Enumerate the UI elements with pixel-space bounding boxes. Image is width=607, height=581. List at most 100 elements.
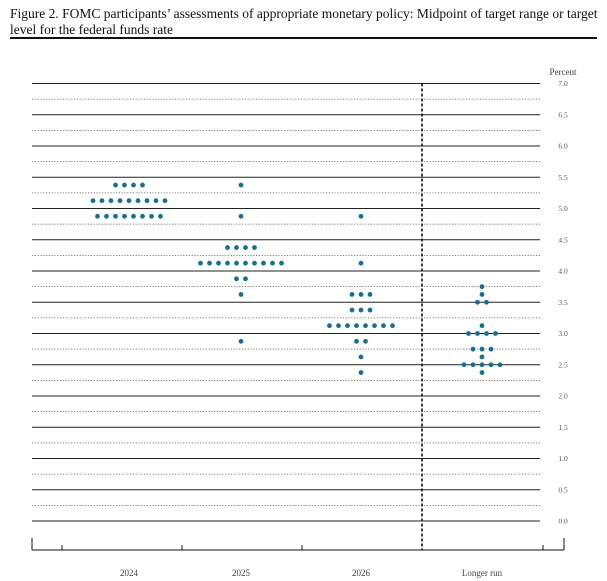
participant-dot: [349, 292, 355, 297]
participant-dot: [126, 198, 132, 204]
y-tick-label: 4.5: [558, 235, 568, 244]
participant-dot: [475, 299, 480, 305]
participant-dot: [238, 292, 244, 297]
participant-dot: [279, 260, 284, 266]
x-category-label: Longer run: [462, 568, 503, 578]
participant-dot: [479, 346, 485, 352]
participant-dot: [95, 213, 100, 219]
participant-dot: [225, 260, 230, 266]
participant-dot: [207, 260, 212, 266]
participant-dot: [466, 331, 471, 336]
figure-caption: Figure 2. FOMC participants’ assessments…: [10, 6, 598, 37]
participant-dot: [358, 260, 364, 266]
participant-dot: [461, 362, 467, 368]
participant-dot: [479, 370, 485, 375]
participant-dot: [113, 213, 118, 219]
participant-dot: [108, 198, 114, 204]
participant-dot: [390, 323, 395, 329]
y-tick-label: 1.5: [558, 423, 568, 432]
y-tick-label: 5.5: [558, 173, 568, 182]
x-category-label: 2026: [352, 568, 371, 578]
participant-dot: [144, 198, 150, 204]
participant-dot: [243, 276, 248, 282]
participant-dot: [484, 299, 489, 305]
participant-dot: [270, 260, 275, 266]
participant-dot: [131, 182, 136, 188]
participant-dot: [162, 198, 168, 204]
participant-dot: [158, 213, 163, 219]
participant-dot: [216, 260, 221, 266]
participant-dot: [349, 307, 355, 313]
participant-dot: [363, 323, 368, 329]
y-tick-label: 6.0: [558, 142, 568, 151]
participant-dot: [479, 292, 485, 297]
y-tick-label: 7.0: [558, 79, 568, 88]
participant-dot: [354, 323, 359, 329]
participant-dot: [99, 198, 105, 204]
y-tick-label: 5.0: [558, 204, 568, 213]
participant-dot: [234, 276, 239, 282]
y-tick-label: 2.0: [558, 392, 568, 401]
y-tick-label: 6.5: [558, 110, 568, 119]
y-tick-label: 4.0: [558, 267, 568, 276]
participant-dot: [488, 362, 494, 368]
participant-dot: [252, 245, 257, 250]
participant-dot: [327, 323, 332, 329]
y-axis-unit-label: Percent: [550, 67, 577, 77]
participant-dot: [470, 362, 476, 368]
participant-dot: [238, 338, 244, 344]
participant-dot: [367, 307, 373, 313]
participant-dot: [381, 323, 386, 329]
participant-dot: [470, 346, 476, 352]
participant-dot: [131, 213, 136, 219]
participant-dot: [367, 292, 373, 297]
participant-dot: [358, 292, 364, 297]
participant-dot: [104, 213, 109, 219]
participant-dot: [243, 245, 248, 250]
participant-dot: [497, 362, 503, 368]
participant-dot: [336, 323, 341, 329]
participant-dot: [479, 354, 485, 360]
participant-dot: [90, 198, 96, 204]
participant-dot: [225, 245, 230, 250]
participant-dot: [372, 323, 377, 329]
participant-dot: [122, 182, 127, 188]
participant-dot: [363, 338, 368, 344]
participant-dot: [488, 346, 494, 352]
y-tick-label: 2.5: [558, 360, 568, 369]
participant-dot: [358, 213, 364, 219]
x-category-label: 2025: [232, 568, 251, 578]
participant-dot: [358, 307, 364, 313]
participant-dot: [484, 331, 489, 336]
participant-dot: [243, 260, 248, 266]
participant-dot: [261, 260, 266, 266]
participant-dot: [358, 370, 364, 375]
participant-dot: [140, 213, 145, 219]
participant-dot: [234, 260, 239, 266]
participant-dot: [252, 260, 257, 266]
participant-dot: [122, 213, 127, 219]
participant-dot: [493, 331, 498, 336]
participant-dot: [234, 245, 239, 250]
participant-dot: [479, 323, 485, 329]
participant-dot: [238, 182, 244, 188]
y-tick-label: 0.5: [558, 485, 568, 494]
y-tick-label: 1.0: [558, 454, 568, 463]
participant-dot: [475, 331, 480, 336]
y-tick-label: 3.5: [558, 298, 568, 307]
participant-dot: [153, 198, 159, 204]
participant-dot: [479, 362, 485, 368]
participant-dot: [149, 213, 154, 219]
participant-dot: [140, 182, 145, 188]
participant-dot: [345, 323, 350, 329]
x-category-label: 2024: [120, 568, 139, 578]
participant-dot: [358, 354, 364, 360]
participant-dot: [479, 284, 485, 290]
participant-dot: [113, 182, 118, 188]
participant-dot: [135, 198, 141, 204]
participant-dot: [198, 260, 203, 266]
y-tick-label: 0.0: [558, 517, 568, 526]
participant-dot: [238, 213, 244, 219]
caption-rule: [10, 37, 597, 39]
